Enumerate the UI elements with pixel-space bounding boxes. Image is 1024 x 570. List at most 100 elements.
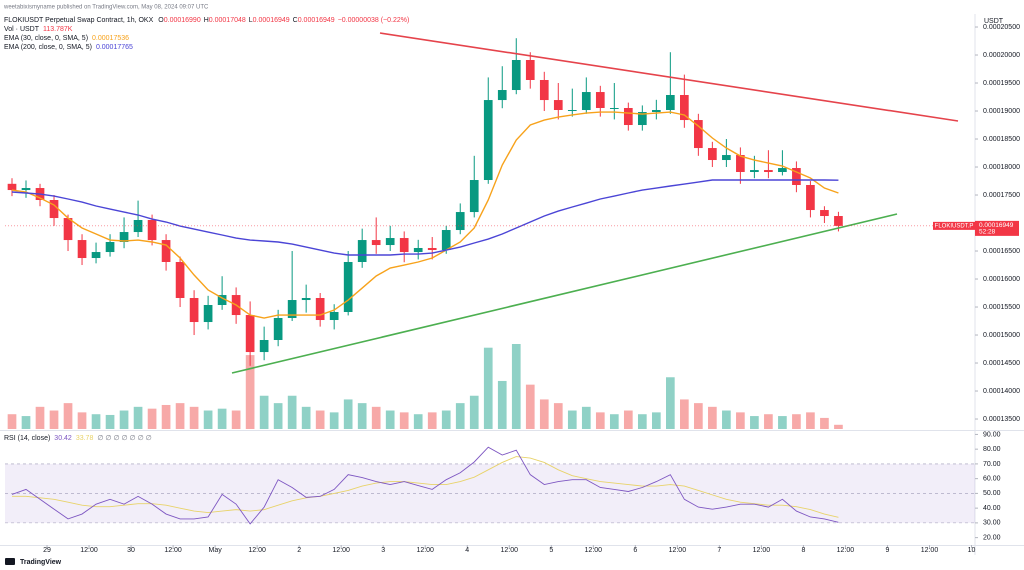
ema-legend: EMA (30, close, 0, SMA, 5) 0.00017536 [4,35,129,42]
volume-bar [175,403,185,429]
candle-body [189,298,199,323]
candle-body [637,112,647,126]
price-tag-box [975,220,1019,236]
volume-bar [539,399,549,429]
volume-bar [722,410,731,429]
candle-body [764,170,773,173]
volume-bar [343,399,353,429]
candle-body [680,95,689,121]
ohlc-label: O [158,17,164,24]
volume-bar [259,395,269,429]
candle-body [203,305,213,323]
volume-bar [637,414,647,429]
volume-bar [161,404,171,429]
candle-body [371,240,381,246]
candle-body [245,315,255,353]
axis-unit: USDT [984,18,1004,25]
rsi-value: 30.42 [54,435,72,442]
volume-bar [806,412,815,429]
rsi-y-tick-label: 20.00 [983,534,1001,541]
candle-body [147,219,157,241]
x-tick-label: 12:00 [753,547,771,554]
ema-name: EMA (200, close, 0, SMA, 5) [4,44,92,51]
rsi-y-tick-label: 80.00 [983,446,1001,453]
x-tick-label: 12:00 [585,547,603,554]
candle-body [287,300,297,318]
volume-bar [21,416,31,429]
candle-body [806,184,815,211]
volume-value: 113.787K [43,26,73,33]
symbol-name: FLOKIUSDT Perpetual Swap Contract, 1h, O… [4,17,154,24]
x-tick-label: 12:00 [416,547,434,554]
change-value: −0.00000038 (−0.22%) [338,17,410,24]
volume-bar [413,414,423,429]
x-tick-label: 12:00 [500,547,518,554]
x-tick-label: 12:00 [164,547,182,554]
candle-body [133,219,143,233]
volume-bar [301,406,311,429]
x-tick-label: 12:00 [332,547,350,554]
x-tick-label: 5 [549,547,553,554]
candle-body [497,90,507,101]
y-tick-label: 0.00020500 [983,24,1020,31]
volume-bar [666,377,675,429]
volume-bar [455,403,465,429]
rsi-y-tick-label: 90.00 [983,431,1001,438]
ema-value: 0.00017765 [96,44,133,51]
volume-bar [651,412,661,429]
volume-bar [399,412,409,429]
volume-bar [764,414,773,429]
rsi-y-tick-label: 50.00 [983,490,1001,497]
volume-bar [483,347,493,429]
volume-bar [792,414,801,429]
price-tag-countdown: 52:28 [979,229,996,236]
ohlc-value: 0.00016949 [253,17,290,24]
x-tick-label: 2 [297,547,301,554]
volume-bar [553,403,563,429]
candle-body [623,107,633,126]
rsi-y-tick-label: 70.00 [983,461,1001,468]
symbol-legend: FLOKIUSDT Perpetual Swap Contract, 1h, O… [4,17,409,24]
candle-body [483,100,493,181]
candle-body [63,218,73,241]
volume-name: Vol · USDT [4,26,40,33]
volume-bar [623,410,633,429]
price-tag-symbol: FLOKIUSDT.P [935,223,974,229]
volume-bar [287,395,297,429]
ema-line [11,179,839,256]
price-tag-price: 0.00016949 [979,222,1014,229]
rsi-name: RSI (14, close) [4,435,50,442]
volume-bar [189,406,199,429]
x-tick-label: 6 [633,547,637,554]
x-tick-label: 12:00 [248,547,266,554]
volume-bar [63,403,73,429]
candle-body [91,252,101,259]
candle-body [105,242,115,253]
candle-body [329,312,339,321]
footer-brand: TradingView [20,559,62,566]
candle-body [399,238,409,253]
x-tick-label: 8 [801,547,805,554]
resistance-trendline [379,32,959,122]
volume-bar [273,403,283,429]
volume-bar [427,412,437,429]
x-tick-label: 12:00 [669,547,687,554]
candle-body [469,180,479,213]
volume-bar [680,399,689,429]
x-tick-label: 30 [127,547,135,554]
rsi-y-tick-label: 60.00 [983,475,1001,482]
volume-bar [609,414,619,429]
volume-bar [119,410,129,429]
support-trendline [231,213,898,374]
published-note: weetabixismyname published on TradingVie… [3,5,209,11]
volume-bar [694,403,703,429]
rsi-legend: RSI (14, close) 30.42 33.78 ∅ ∅ ∅ ∅ ∅ ∅ ∅ [4,435,152,442]
rsi-band-fill [5,463,975,523]
volume-bar [511,344,521,429]
y-tick-label: 0.00020000 [983,52,1020,59]
ema-name: EMA (30, close, 0, SMA, 5) [4,35,88,42]
candle-body [581,92,591,111]
ohlc-label: L [249,17,253,24]
ohlc-label: C [293,17,298,24]
